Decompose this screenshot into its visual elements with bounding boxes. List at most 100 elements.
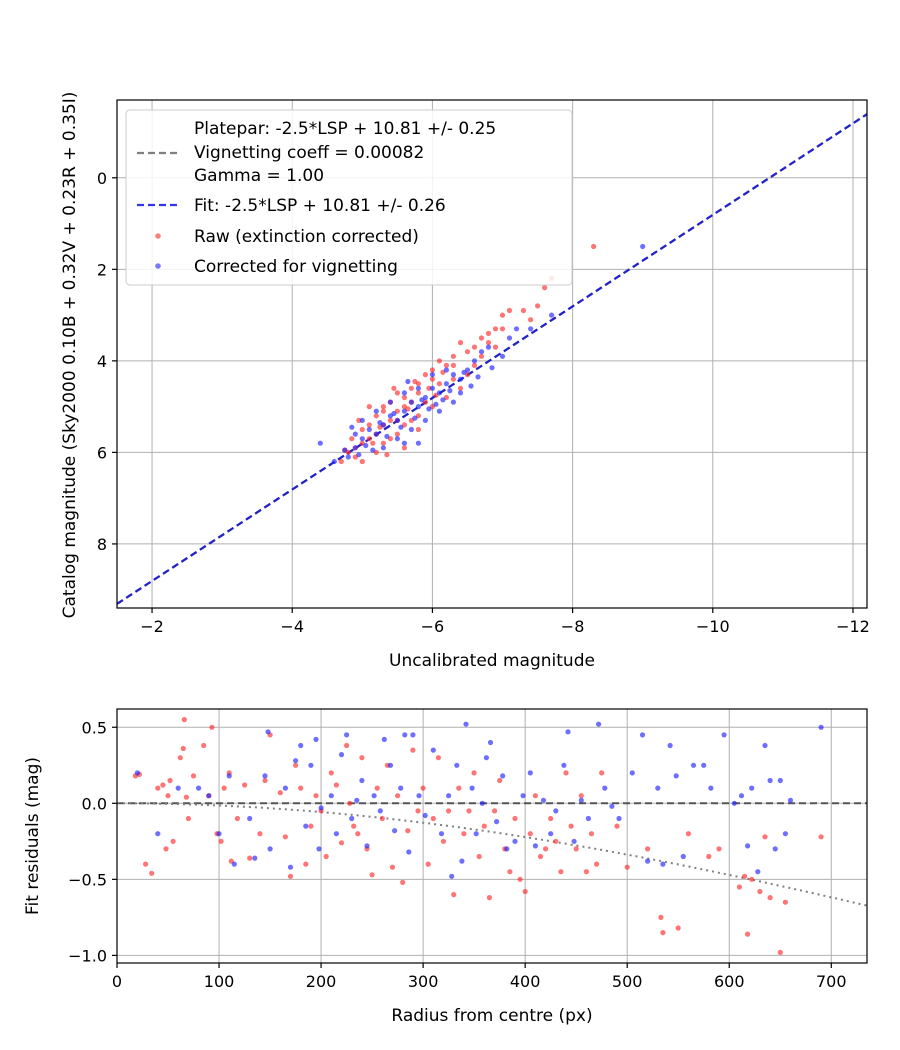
bot-point-raw — [287, 873, 294, 879]
bot-point-corrected — [629, 770, 635, 776]
bot-x-tick-label: 700 — [816, 972, 847, 991]
top-point-corrected — [468, 383, 474, 389]
bot-point-raw — [262, 777, 268, 784]
bot-point-raw — [405, 828, 411, 834]
bot-point-raw — [497, 777, 503, 784]
bot-x-tick-label: 0 — [112, 972, 122, 991]
bot-point-corrected — [749, 785, 755, 791]
bot-x-tick-label: 300 — [408, 972, 439, 991]
bot-point-corrected — [226, 773, 232, 779]
top-point-corrected — [352, 431, 358, 437]
bot-point-raw — [247, 855, 253, 861]
bot-point-raw — [149, 870, 155, 876]
top-point-raw — [384, 452, 390, 458]
top-point-corrected — [401, 390, 407, 396]
bot-point-corrected — [231, 861, 237, 867]
bottom-reference-lines — [117, 802, 868, 907]
top-point-raw — [429, 376, 435, 382]
bot-point-raw — [578, 793, 584, 799]
bot-point-raw — [201, 742, 207, 749]
top-point-raw — [520, 307, 527, 314]
top-point-raw — [471, 344, 478, 350]
bot-point-raw — [185, 815, 191, 822]
bot-point-raw — [624, 864, 630, 870]
top-point-raw — [457, 340, 464, 346]
bot-point-corrected — [247, 815, 253, 822]
top-x-tick-label: −4 — [280, 617, 304, 636]
bot-x-tick-label: 400 — [510, 972, 541, 991]
top-y-tick-label: 6 — [97, 443, 107, 462]
legend-platepar-line-3: Gamma = 1.00 — [194, 166, 324, 186]
top-point-corrected — [485, 344, 492, 350]
bot-point-corrected — [387, 762, 394, 768]
top-point-corrected — [549, 312, 555, 318]
top-point-raw — [528, 317, 534, 323]
bot-point-raw — [507, 869, 513, 875]
bot-point-corrected — [512, 838, 518, 844]
top-ticks: −2 −4 −6 −8 −10 −12 0 2 4 6 8 — [97, 169, 870, 636]
top-y-axis-label: Catalog magnitude (Sky2000 0.10B + 0.32V… — [60, 92, 80, 619]
bot-point-corrected — [175, 785, 181, 791]
bot-point-corrected — [252, 855, 258, 861]
top-point-raw — [373, 413, 379, 419]
bot-point-corrected — [134, 770, 140, 776]
top-point-raw — [422, 372, 428, 378]
bot-point-corrected — [755, 869, 761, 875]
bot-point-raw — [379, 815, 385, 822]
bot-point-corrected — [708, 785, 714, 791]
top-y-tick-label: 0 — [97, 169, 107, 188]
top-point-raw — [485, 340, 492, 346]
bot-point-raw — [328, 770, 334, 776]
top-line-fit — [116, 113, 868, 605]
top-y-tick-label: 2 — [97, 260, 107, 279]
top-point-corrected — [450, 372, 456, 378]
top-point-corrected — [461, 369, 467, 375]
bot-point-raw — [782, 899, 789, 905]
bot-point-corrected — [354, 797, 360, 803]
top-point-corrected — [359, 436, 365, 442]
bot-point-raw — [359, 755, 365, 761]
bot-point-raw — [527, 831, 533, 837]
top-point-corrected — [391, 410, 397, 417]
bot-point-raw — [347, 800, 353, 806]
top-point-raw — [387, 417, 393, 423]
top-point-raw — [349, 436, 355, 442]
bot-point-raw — [155, 785, 161, 791]
bot-point-raw — [599, 770, 605, 776]
top-point-raw — [464, 349, 471, 355]
top-point-raw — [408, 385, 414, 391]
bot-y-tick-label: −0.5 — [68, 870, 107, 889]
top-point-raw — [471, 362, 478, 368]
top-point-corrected — [443, 367, 449, 373]
bot-point-corrected — [392, 828, 398, 834]
bot-point-raw — [658, 914, 664, 921]
bot-point-raw — [177, 755, 183, 761]
bot-point-raw — [374, 785, 380, 791]
bot-point-raw — [675, 925, 681, 931]
bot-point-corrected — [216, 831, 222, 837]
bot-point-corrected — [660, 861, 666, 867]
top-point-corrected — [478, 349, 485, 355]
bot-point-raw — [257, 831, 263, 837]
bot-point-corrected — [422, 812, 428, 819]
bot-point-corrected — [313, 736, 319, 743]
top-point-corrected — [398, 424, 404, 430]
top-point-raw — [535, 303, 541, 309]
top-point-corrected — [387, 399, 393, 405]
bot-point-raw — [355, 831, 361, 837]
bot-point-corrected — [267, 846, 273, 852]
top-point-corrected — [412, 415, 418, 421]
bot-point-raw — [298, 785, 304, 791]
bot-point-corrected — [402, 732, 408, 738]
top-point-corrected — [373, 431, 379, 437]
bot-point-corrected — [701, 762, 707, 768]
bot-point-corrected — [602, 785, 608, 791]
top-point-raw — [380, 404, 386, 410]
bot-point-raw — [163, 846, 169, 852]
bot-point-raw — [282, 834, 288, 840]
legend-platepar-line-1: Platepar: -2.5*LSP + 10.81 +/- 0.25 — [194, 119, 496, 139]
top-point-corrected — [408, 426, 414, 433]
top-point-corrected — [433, 401, 439, 407]
bot-point-corrected — [487, 739, 494, 746]
